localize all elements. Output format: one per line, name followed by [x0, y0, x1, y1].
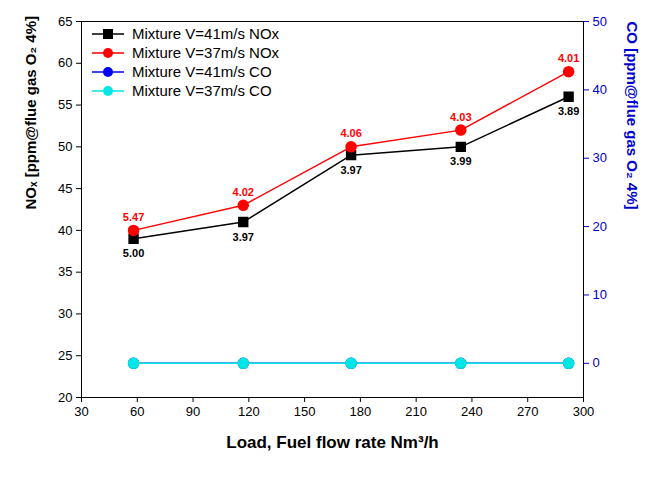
svg-text:35: 35 [58, 264, 72, 279]
svg-text:30: 30 [58, 306, 72, 321]
svg-text:40: 40 [593, 82, 607, 97]
html-text:Mixture V=41m/s NOx: Mixture V=41m/s NOx [132, 25, 280, 42]
svg-text:90: 90 [186, 404, 200, 419]
svg-text:3.97: 3.97 [233, 231, 254, 243]
svg-text:3.89: 3.89 [558, 105, 579, 117]
svg-text:20: 20 [593, 219, 607, 234]
svg-text:5.00: 5.00 [123, 247, 144, 259]
svg-text:120: 120 [238, 404, 260, 419]
svg-text:4.01: 4.01 [558, 52, 579, 64]
svg-text:CO [ppm@flue gas O₂ 4%]: CO [ppm@flue gas O₂ 4%] [624, 22, 641, 210]
svg-text:270: 270 [517, 404, 539, 419]
svg-text:0: 0 [593, 355, 600, 370]
svg-text:210: 210 [405, 404, 427, 419]
svg-text:150: 150 [294, 404, 316, 419]
svg-text:3.99: 3.99 [450, 155, 471, 167]
svg-text:30: 30 [593, 150, 607, 165]
svg-text:55: 55 [58, 97, 72, 112]
svg-text:65: 65 [58, 14, 72, 29]
svg-text:4.02: 4.02 [233, 186, 254, 198]
svg-text:4.03: 4.03 [450, 111, 471, 123]
svg-text:60: 60 [58, 55, 72, 70]
html-text:Mixture V=37m/s NOx: Mixture V=37m/s NOx [132, 44, 280, 61]
html-text:Mixture V=41m/s CO: Mixture V=41m/s CO [132, 63, 272, 80]
svg-text:50: 50 [593, 14, 607, 29]
svg-text:50: 50 [58, 139, 72, 154]
svg-text:20: 20 [58, 390, 72, 405]
svg-text:25: 25 [58, 348, 72, 363]
svg-text:40: 40 [58, 223, 72, 238]
svg-text:4.06: 4.06 [340, 127, 361, 139]
html-text:Mixture V=37m/s CO: Mixture V=37m/s CO [132, 82, 272, 99]
svg-text:60: 60 [130, 404, 144, 419]
svg-text:300: 300 [573, 404, 595, 419]
svg-text:180: 180 [350, 404, 372, 419]
svg-text:10: 10 [593, 287, 607, 302]
svg-text:45: 45 [58, 181, 72, 196]
svg-text:3.97: 3.97 [340, 164, 361, 176]
svg-text:Load, Fuel flow rate Nm³/h: Load, Fuel flow rate Nm³/h [226, 433, 439, 452]
svg-text:NOₓ [ppm@flue gas O₂ 4%]: NOₓ [ppm@flue gas O₂ 4%] [22, 16, 39, 209]
svg-text:5.47: 5.47 [123, 211, 144, 223]
svg-text:30: 30 [74, 404, 88, 419]
svg-text:240: 240 [461, 404, 483, 419]
